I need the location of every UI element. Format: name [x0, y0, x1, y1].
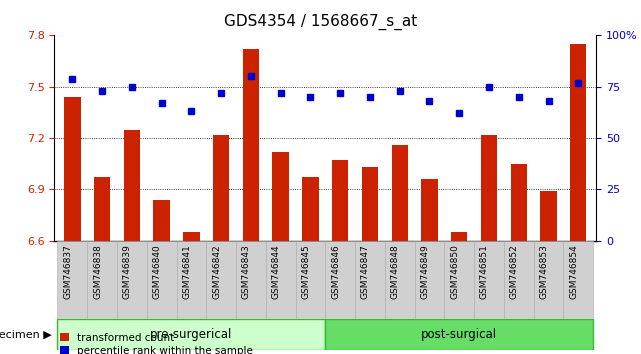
- Bar: [474, 241, 504, 319]
- Bar: [236, 241, 266, 319]
- Text: GSM746838: GSM746838: [93, 245, 102, 299]
- Text: GSM746850: GSM746850: [450, 245, 459, 299]
- Text: GSM746845: GSM746845: [301, 245, 310, 299]
- Text: GDS4354 / 1568667_s_at: GDS4354 / 1568667_s_at: [224, 14, 417, 30]
- Bar: [362, 167, 378, 241]
- Bar: [124, 130, 140, 241]
- Bar: [266, 241, 296, 319]
- Bar: [451, 232, 467, 241]
- Legend: transformed count, percentile rank within the sample: transformed count, percentile rank withi…: [60, 333, 253, 354]
- Text: GSM746842: GSM746842: [212, 245, 221, 299]
- Text: GSM746847: GSM746847: [361, 245, 370, 299]
- Text: GSM746839: GSM746839: [123, 245, 132, 299]
- Bar: [303, 177, 319, 241]
- Bar: [392, 145, 408, 241]
- Bar: [421, 179, 438, 241]
- Text: GSM746843: GSM746843: [242, 245, 251, 299]
- Text: GSM746840: GSM746840: [153, 245, 162, 299]
- Text: specimen ▶: specimen ▶: [0, 330, 51, 339]
- Bar: [153, 200, 170, 241]
- Text: GSM746841: GSM746841: [183, 245, 192, 299]
- Bar: [355, 241, 385, 319]
- Bar: [206, 241, 236, 319]
- Text: GSM746854: GSM746854: [569, 245, 578, 299]
- Text: pre-surgerical: pre-surgerical: [150, 328, 233, 341]
- Bar: [504, 241, 533, 319]
- Bar: [332, 160, 348, 241]
- Bar: [540, 191, 556, 241]
- Bar: [415, 241, 444, 319]
- Bar: [58, 319, 325, 350]
- Bar: [183, 232, 199, 241]
- Bar: [444, 241, 474, 319]
- Bar: [325, 241, 355, 319]
- Text: GSM746851: GSM746851: [480, 245, 489, 299]
- Bar: [296, 241, 325, 319]
- Bar: [325, 319, 593, 350]
- Bar: [563, 241, 593, 319]
- Bar: [533, 241, 563, 319]
- Bar: [511, 164, 527, 241]
- Bar: [64, 97, 81, 241]
- Text: GSM746846: GSM746846: [331, 245, 340, 299]
- Bar: [87, 241, 117, 319]
- Text: post-surgical: post-surgical: [421, 328, 497, 341]
- Text: GSM746848: GSM746848: [391, 245, 400, 299]
- Bar: [481, 135, 497, 241]
- Bar: [570, 44, 587, 241]
- Bar: [272, 152, 289, 241]
- Bar: [213, 135, 229, 241]
- Bar: [94, 177, 110, 241]
- Text: GSM746852: GSM746852: [510, 245, 519, 299]
- Text: GSM746837: GSM746837: [63, 245, 72, 299]
- Bar: [385, 241, 415, 319]
- Text: GSM746849: GSM746849: [420, 245, 429, 299]
- Bar: [117, 241, 147, 319]
- Bar: [58, 241, 87, 319]
- Bar: [243, 49, 259, 241]
- Bar: [176, 241, 206, 319]
- Bar: [147, 241, 176, 319]
- Text: GSM746853: GSM746853: [540, 245, 549, 299]
- Text: GSM746844: GSM746844: [272, 245, 281, 299]
